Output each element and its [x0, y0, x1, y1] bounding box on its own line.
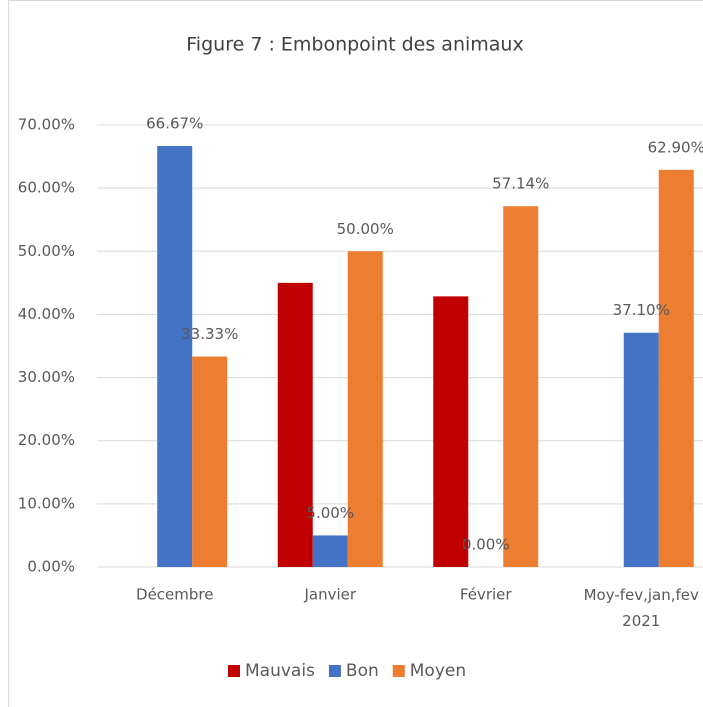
data-label: 5.00%: [306, 504, 354, 522]
y-tick-label: 30.00%: [18, 368, 75, 386]
legend-label: Bon: [346, 661, 379, 681]
data-label: 37.10%: [613, 301, 670, 319]
bar: [623, 332, 659, 567]
bar: [312, 535, 348, 567]
bar: [347, 251, 383, 568]
bar: [658, 169, 694, 567]
bar: [433, 296, 469, 567]
x-tick-label-line: 2021: [622, 612, 660, 630]
bar: [157, 146, 193, 568]
x-tick-label-line: Moy-fev,jan,fev: [584, 586, 699, 604]
x-tick-label: Moy-fev,jan,fev 2021: [584, 586, 699, 630]
legend: Mauvais Bon Moyen: [228, 661, 466, 681]
y-tick-label: 10.00%: [18, 494, 75, 512]
chart-title: Figure 7 : Embonpoint des animaux: [186, 34, 523, 56]
data-label: 66.67%: [146, 115, 203, 133]
legend-label: Moyen: [410, 661, 466, 681]
y-tick-label: 60.00%: [18, 179, 75, 197]
legend-swatch: [228, 665, 240, 677]
y-tick-label: 20.00%: [18, 431, 75, 449]
data-label: 0.00%: [462, 536, 510, 554]
y-tick-label: 50.00%: [18, 242, 75, 260]
bar: [192, 356, 228, 567]
bar: [503, 206, 539, 567]
data-label: 57.14%: [492, 175, 549, 193]
legend-label: Mauvais: [245, 661, 315, 681]
x-tick-label: Décembre: [136, 586, 213, 604]
data-label: 33.33%: [181, 325, 238, 343]
y-tick-label: 40.00%: [18, 305, 75, 323]
legend-swatch: [392, 665, 405, 677]
x-tick-label: Janvier: [303, 586, 356, 604]
y-tick-label: 0.00%: [27, 558, 75, 576]
legend-swatch: [328, 665, 341, 677]
y-tick-label: 70.00%: [18, 116, 75, 134]
data-label: 62.90%: [648, 138, 703, 156]
data-label: 50.00%: [337, 220, 394, 238]
x-tick-label: Février: [460, 586, 512, 604]
bar: [277, 282, 313, 567]
